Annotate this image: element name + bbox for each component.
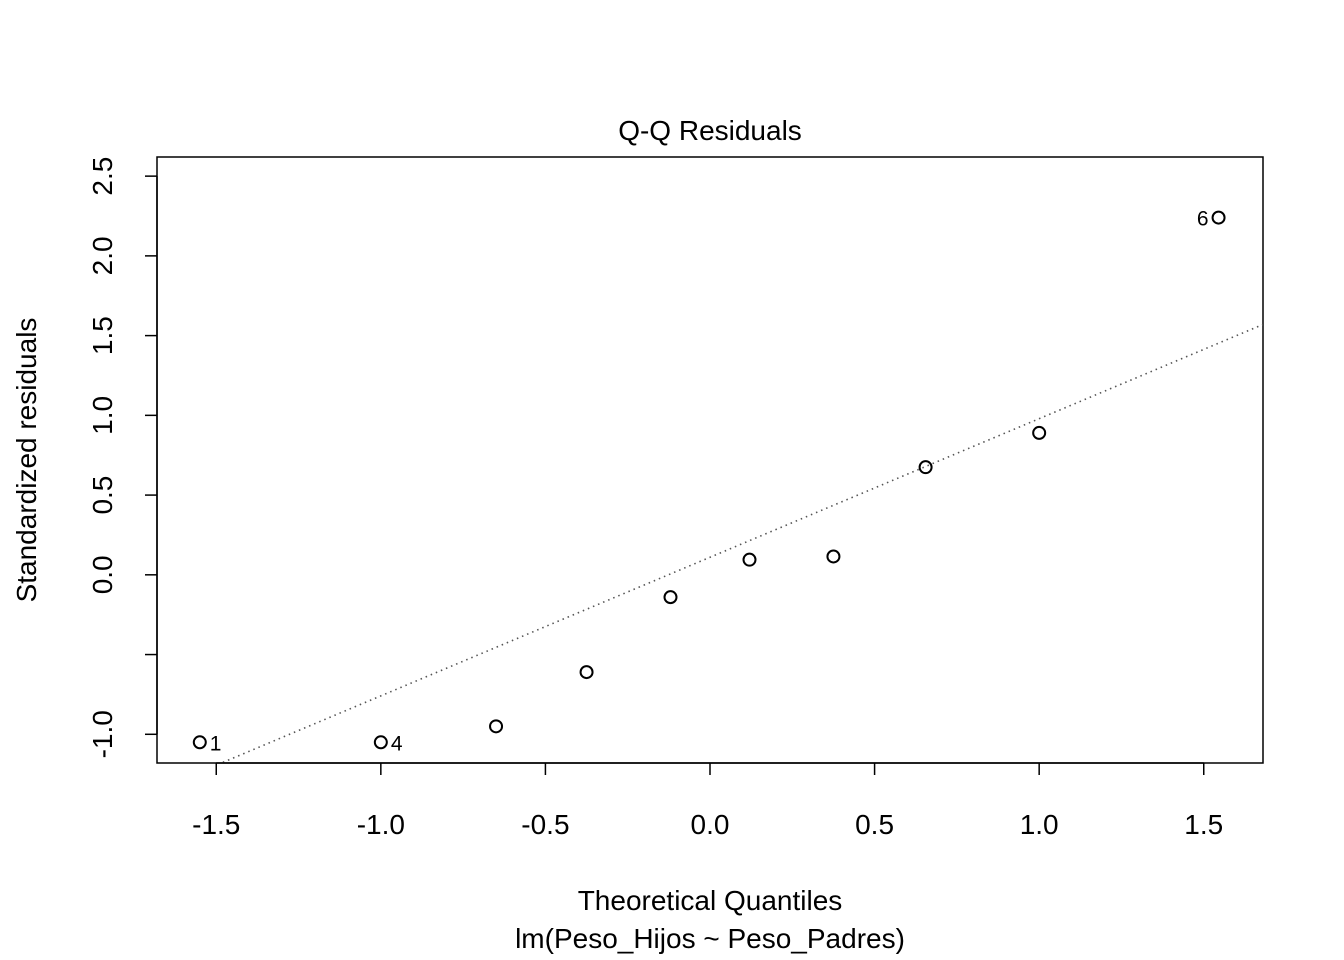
x-tick-label: 0.0 [691,809,730,840]
x-tick-label: 1.0 [1020,809,1059,840]
y-tick-label: 1.0 [87,396,118,435]
x-tick-label: 1.5 [1184,809,1223,840]
y-tick-label: 0.5 [87,476,118,515]
data-point [918,460,933,475]
x-axis: -1.5 -1.0 -0.5 0.0 0.5 1.0 1.5 [192,762,1223,840]
data-point [192,735,207,750]
x-tick-label: -1.0 [357,809,405,840]
data-point [663,590,678,605]
y-tick-label: -1.0 [87,710,118,758]
data-point [373,735,388,750]
data-point [579,665,594,680]
y-axis-label: Standardized residuals [11,318,42,603]
x-tick-label: -0.5 [521,809,569,840]
y-tick-label: 0.0 [87,555,118,594]
data-point [742,552,757,567]
data-point [826,549,841,564]
x-tick-label: 0.5 [855,809,894,840]
x-axis-label: Theoretical Quantiles [578,885,843,916]
reference-line-layer [219,323,1263,763]
y-tick-label: 2.0 [87,236,118,275]
y-tick-label: 1.5 [87,316,118,355]
chart-title: Q-Q Residuals [618,115,802,146]
qq-reference-line [219,323,1263,763]
point-label: 1 [210,732,222,755]
data-point [1032,425,1047,440]
x-tick-label: -1.5 [192,809,240,840]
point-label: 6 [1197,208,1209,231]
data-point [1211,210,1226,225]
y-tick-label: 2.5 [87,157,118,196]
data-points: 1 4 6 [192,208,1226,755]
data-point [489,719,504,734]
model-subtitle: lm(Peso_Hijos ~ Peso_Padres) [515,923,905,954]
y-axis: -1.0 0.0 0.5 1.0 1.5 2.0 2.5 [87,157,158,758]
plot-frame [156,156,1264,764]
point-label: 4 [391,732,403,755]
